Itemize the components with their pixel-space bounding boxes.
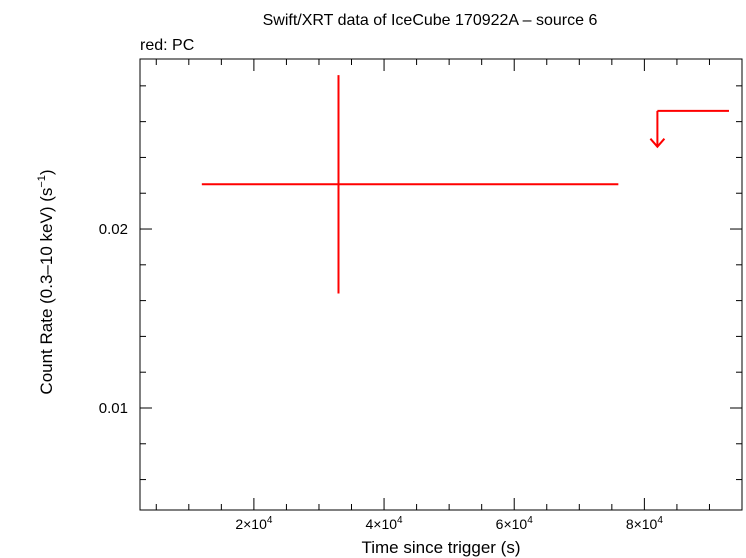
chart-subtitle: red: PC (140, 37, 194, 54)
x-tick-label-mantissa: 8×10 (626, 516, 658, 532)
y-tick-label: 0.01 (99, 400, 128, 417)
y-axis-label-sup: −1 (36, 175, 48, 188)
axis-ticks (140, 59, 743, 510)
x-tick-label: 4×104 (365, 515, 403, 532)
chart-title: Swift/XRT data of IceCube 170922A – sour… (263, 12, 598, 29)
upper-limit-arrow (649, 138, 666, 149)
x-tick-label: 8×104 (626, 515, 664, 532)
plot-frame (139, 58, 743, 511)
x-tick-label-exponent: 4 (657, 515, 663, 526)
y-axis-label: Count Rate (0.3–10 keV) (s−1) (36, 169, 56, 394)
y-axis-label-main: Count Rate (0.3–10 keV) (s (37, 188, 56, 395)
y-axis-label-close: ) (37, 169, 56, 175)
x-tick-label-mantissa: 2×10 (235, 516, 267, 532)
y-tick-label: 0.02 (99, 221, 128, 238)
x-tick-label-mantissa: 4×10 (365, 516, 397, 532)
x-tick-label-mantissa: 6×10 (496, 516, 528, 532)
x-tick-label: 6×104 (496, 515, 534, 532)
x-tick-label-exponent: 4 (397, 515, 403, 526)
x-axis-label: Time since trigger (s) (361, 538, 520, 557)
x-tick-label-exponent: 4 (527, 515, 533, 526)
x-tick-label-exponent: 4 (267, 515, 273, 526)
data-marks (201, 75, 729, 294)
x-tick-label: 2×104 (235, 515, 273, 532)
